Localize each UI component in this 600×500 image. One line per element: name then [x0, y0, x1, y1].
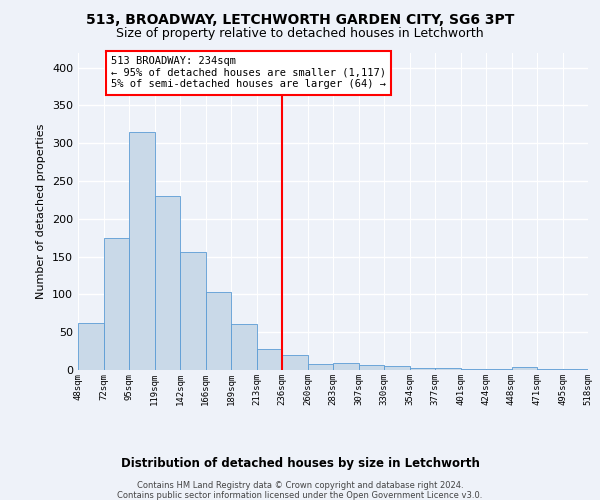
Bar — [537, 369, 563, 370]
Bar — [563, 369, 588, 370]
Bar — [231, 324, 257, 370]
Bar — [155, 196, 180, 370]
Text: Distribution of detached houses by size in Letchworth: Distribution of detached houses by size … — [121, 458, 479, 470]
Bar — [486, 369, 511, 370]
Bar — [384, 366, 409, 370]
Bar — [333, 363, 359, 370]
Bar — [435, 368, 461, 370]
Bar — [308, 364, 333, 370]
Bar — [78, 323, 104, 370]
Text: Size of property relative to detached houses in Letchworth: Size of property relative to detached ho… — [116, 28, 484, 40]
Bar — [180, 252, 205, 370]
Bar — [104, 238, 129, 370]
Bar — [461, 369, 486, 370]
Text: 513 BROADWAY: 234sqm
← 95% of detached houses are smaller (1,117)
5% of semi-det: 513 BROADWAY: 234sqm ← 95% of detached h… — [111, 56, 386, 90]
Bar — [129, 132, 155, 370]
Bar — [257, 349, 282, 370]
Bar — [511, 367, 537, 370]
Y-axis label: Number of detached properties: Number of detached properties — [37, 124, 46, 299]
Text: Contains public sector information licensed under the Open Government Licence v3: Contains public sector information licen… — [118, 491, 482, 500]
Bar — [359, 364, 384, 370]
Bar — [409, 368, 435, 370]
Text: Contains HM Land Registry data © Crown copyright and database right 2024.: Contains HM Land Registry data © Crown c… — [137, 481, 463, 490]
Bar — [205, 292, 231, 370]
Bar — [282, 355, 308, 370]
Text: 513, BROADWAY, LETCHWORTH GARDEN CITY, SG6 3PT: 513, BROADWAY, LETCHWORTH GARDEN CITY, S… — [86, 12, 514, 26]
